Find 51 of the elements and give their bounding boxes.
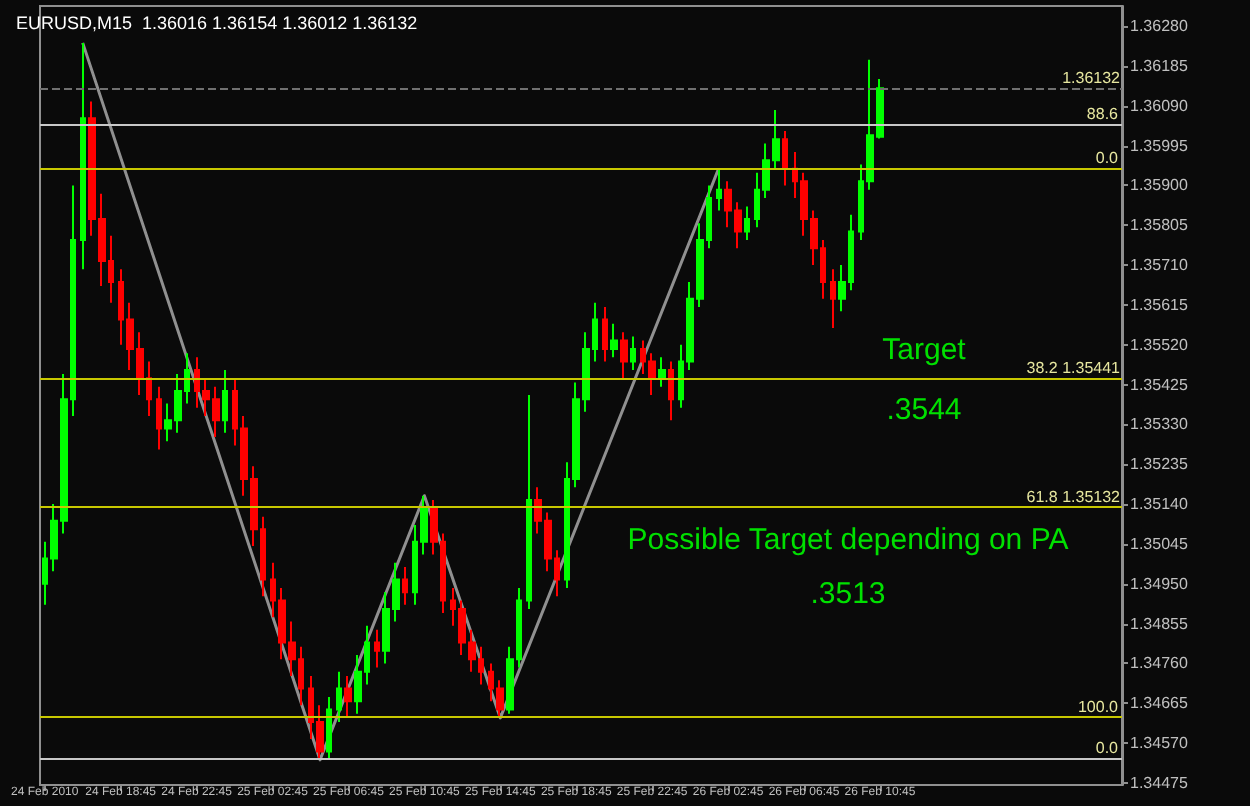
candlestick xyxy=(830,268,836,329)
candlestick xyxy=(602,306,608,363)
y-tick-label: 1.35520 xyxy=(1130,335,1189,354)
y-tick-label: 1.35235 xyxy=(1130,455,1189,474)
y-tick-label: 1.35995 xyxy=(1130,136,1189,155)
candlestick xyxy=(658,356,666,388)
y-tick-label: 1.35425 xyxy=(1130,375,1189,394)
chart-title: EURUSD,M15 1.36016 1.36154 1.36012 1.36132 xyxy=(16,13,418,33)
candlestick xyxy=(326,695,332,761)
y-tick-label: 1.35900 xyxy=(1130,176,1189,195)
annotation: 100.0 xyxy=(1077,698,1120,717)
y-tick-label: 1.34950 xyxy=(1130,574,1189,593)
candlestick xyxy=(374,628,380,669)
y-tick-label: 1.36090 xyxy=(1130,96,1189,115)
candlestick xyxy=(526,394,532,610)
candlestick xyxy=(156,385,162,451)
candlestick xyxy=(80,41,86,271)
y-tick-label: 1.36185 xyxy=(1130,56,1189,75)
candlestick xyxy=(222,368,228,434)
candlestick xyxy=(744,205,750,241)
y-tick-label: 1.34665 xyxy=(1130,694,1189,713)
annotation: 0.0 xyxy=(1095,739,1120,758)
annotation: Target xyxy=(882,333,968,367)
y-tick-label: 1.34855 xyxy=(1130,614,1189,633)
annotation: 88.6 xyxy=(1086,105,1120,124)
candlestick xyxy=(630,335,636,371)
candlestick xyxy=(782,129,788,187)
y-tick-label: 1.35710 xyxy=(1130,256,1189,275)
candlestick xyxy=(716,167,722,212)
ref-line-label: 61.8 1.35132 xyxy=(1026,488,1122,507)
y-tick-label: 1.35805 xyxy=(1130,216,1189,235)
y-tick-label: 1.34570 xyxy=(1130,734,1189,753)
ref-line-label: 1.36132 xyxy=(1062,69,1122,88)
candlestick xyxy=(610,322,618,359)
y-tick-label: 1.35140 xyxy=(1130,495,1189,514)
annotation: Possible Target depending on PA xyxy=(627,523,1069,557)
candlestick xyxy=(344,674,352,719)
y-tick-label: 1.35045 xyxy=(1130,534,1189,553)
candlestick xyxy=(402,565,408,606)
y-tick-label: 1.34475 xyxy=(1130,773,1189,792)
annotation: .3544 xyxy=(886,393,962,427)
ref-line-label: 38.2 1.35441 xyxy=(1026,358,1122,377)
annotation: .3513 xyxy=(810,577,886,611)
candlestick xyxy=(668,360,674,422)
y-tick-label: 1.34760 xyxy=(1130,654,1189,673)
candlestick xyxy=(620,331,628,380)
y-tick-label: 1.35615 xyxy=(1130,295,1189,314)
y-tick-label: 1.36280 xyxy=(1130,17,1189,36)
y-tick-label: 1.35330 xyxy=(1130,415,1189,434)
annotation: 0.0 xyxy=(1095,149,1120,168)
candlestick xyxy=(336,670,342,724)
